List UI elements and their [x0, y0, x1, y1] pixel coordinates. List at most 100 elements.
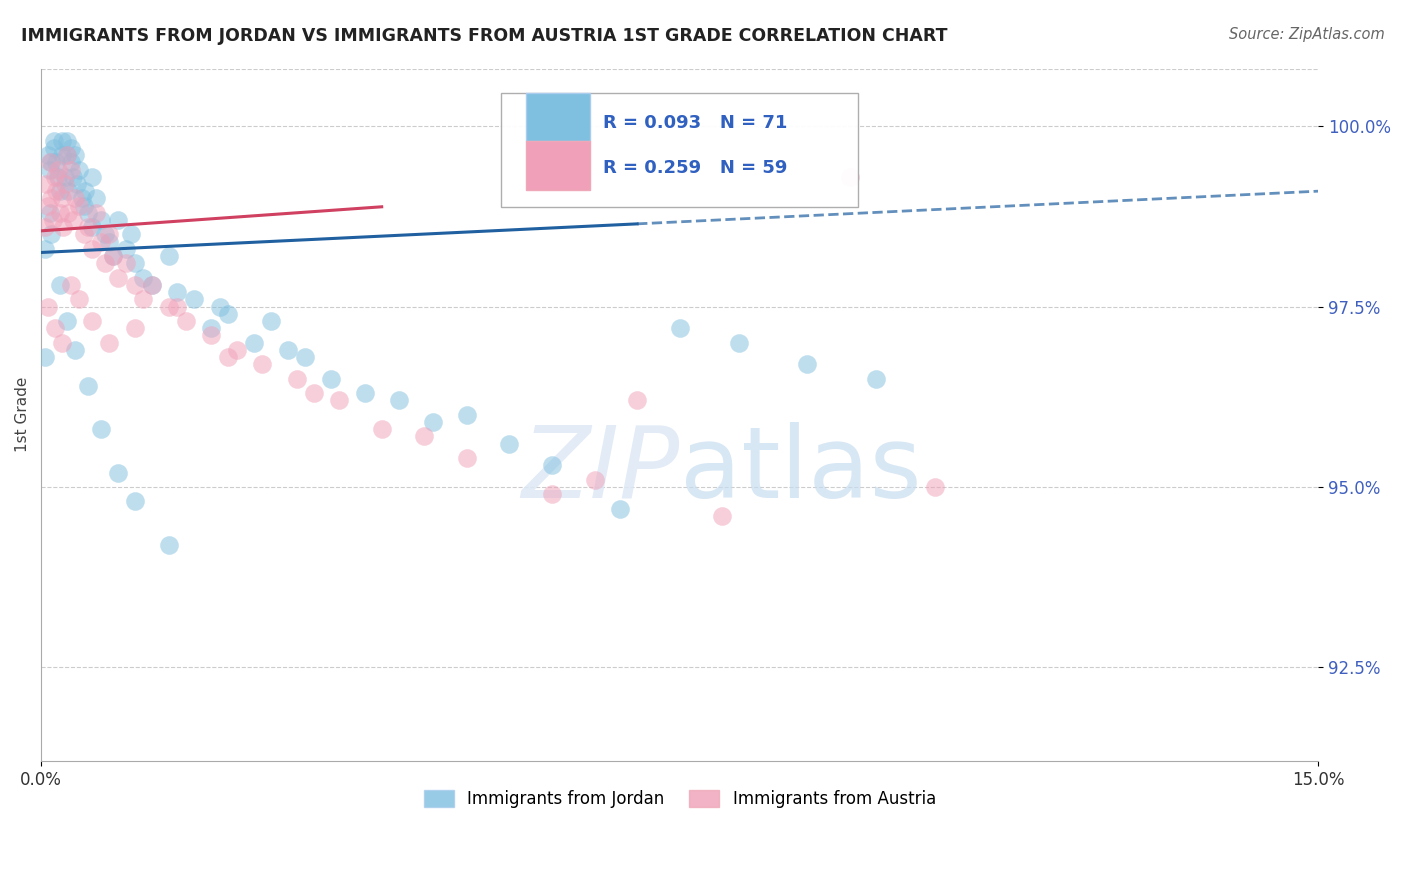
- Point: [370, 422, 392, 436]
- Point: [49, 277, 72, 292]
- Point: [124, 321, 146, 335]
- FancyBboxPatch shape: [526, 141, 591, 190]
- Point: [157, 300, 180, 314]
- Point: [90, 422, 112, 436]
- Point: [77, 220, 100, 235]
- Point: [353, 386, 375, 401]
- Point: [42, 213, 65, 227]
- Text: ZIP: ZIP: [522, 422, 679, 519]
- Point: [34, 242, 56, 256]
- Point: [626, 393, 648, 408]
- Point: [55, 148, 77, 162]
- Point: [98, 335, 121, 350]
- Point: [42, 141, 65, 155]
- Point: [41, 191, 63, 205]
- Point: [90, 213, 112, 227]
- Point: [103, 249, 125, 263]
- Point: [141, 277, 163, 292]
- Point: [252, 357, 274, 371]
- Point: [62, 213, 84, 227]
- Point: [53, 177, 76, 191]
- Point: [157, 249, 180, 263]
- Point: [498, 436, 520, 450]
- Point: [541, 487, 564, 501]
- Text: atlas: atlas: [679, 422, 921, 519]
- Point: [67, 293, 90, 307]
- Point: [73, 227, 96, 242]
- Point: [82, 314, 104, 328]
- Point: [711, 508, 734, 523]
- Point: [82, 220, 104, 235]
- Point: [302, 386, 325, 401]
- Point: [328, 393, 350, 408]
- Point: [90, 235, 112, 249]
- Point: [103, 249, 125, 263]
- Y-axis label: 1st Grade: 1st Grade: [15, 377, 30, 452]
- Point: [59, 162, 82, 177]
- Point: [38, 155, 60, 169]
- Point: [166, 300, 188, 314]
- Point: [166, 285, 188, 300]
- Point: [49, 206, 72, 220]
- Point: [456, 408, 478, 422]
- Point: [388, 393, 411, 408]
- Point: [200, 328, 222, 343]
- Point: [59, 277, 82, 292]
- Point: [422, 415, 444, 429]
- Point: [132, 270, 155, 285]
- Point: [115, 256, 138, 270]
- Point: [82, 169, 104, 184]
- Point: [183, 293, 205, 307]
- Point: [277, 343, 299, 357]
- Point: [44, 321, 66, 335]
- Point: [120, 227, 142, 242]
- Point: [115, 242, 138, 256]
- Point: [41, 155, 63, 169]
- Point: [75, 184, 97, 198]
- Point: [59, 141, 82, 155]
- Point: [924, 480, 946, 494]
- Point: [70, 191, 93, 205]
- Point: [55, 314, 77, 328]
- Point: [124, 277, 146, 292]
- Text: Source: ZipAtlas.com: Source: ZipAtlas.com: [1229, 27, 1385, 42]
- Point: [58, 206, 80, 220]
- Point: [42, 134, 65, 148]
- Point: [67, 162, 90, 177]
- Point: [53, 169, 76, 184]
- Point: [94, 227, 117, 242]
- Point: [73, 198, 96, 212]
- Point: [37, 198, 59, 212]
- Point: [226, 343, 249, 357]
- Point: [243, 335, 266, 350]
- Point: [839, 169, 862, 184]
- Point: [58, 184, 80, 198]
- Point: [260, 314, 283, 328]
- Point: [52, 220, 75, 235]
- Point: [668, 321, 690, 335]
- Point: [51, 191, 73, 205]
- Point: [55, 134, 77, 148]
- Point: [51, 148, 73, 162]
- Legend: Immigrants from Jordan, Immigrants from Austria: Immigrants from Jordan, Immigrants from …: [418, 783, 942, 815]
- Point: [51, 134, 73, 148]
- Point: [46, 162, 69, 177]
- Point: [107, 270, 129, 285]
- Point: [86, 206, 108, 220]
- Text: IMMIGRANTS FROM JORDAN VS IMMIGRANTS FROM AUSTRIA 1ST GRADE CORRELATION CHART: IMMIGRANTS FROM JORDAN VS IMMIGRANTS FRO…: [21, 27, 948, 45]
- Text: R = 0.259   N = 59: R = 0.259 N = 59: [603, 159, 787, 177]
- Point: [107, 213, 129, 227]
- Point: [98, 235, 121, 249]
- Point: [66, 177, 89, 191]
- Point: [728, 335, 751, 350]
- Point: [49, 184, 72, 198]
- Point: [45, 155, 67, 169]
- Point: [609, 501, 631, 516]
- Point: [63, 191, 86, 205]
- Point: [583, 473, 606, 487]
- Point: [285, 372, 308, 386]
- Point: [413, 429, 436, 443]
- Point: [124, 256, 146, 270]
- Point: [200, 321, 222, 335]
- FancyBboxPatch shape: [501, 93, 859, 207]
